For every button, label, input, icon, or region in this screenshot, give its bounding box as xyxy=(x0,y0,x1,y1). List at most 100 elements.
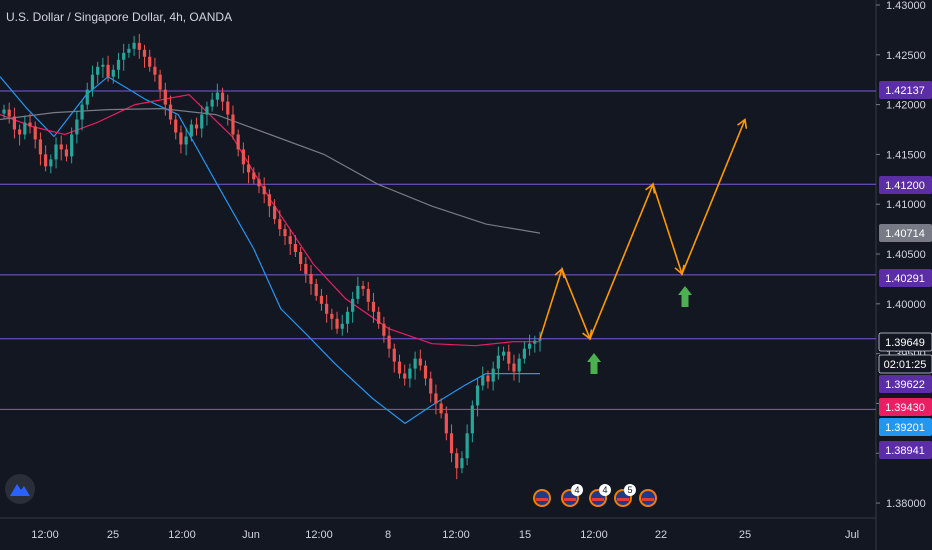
economic-event-icon[interactable] xyxy=(533,489,551,507)
candle-body xyxy=(371,301,376,312)
price-badge-label: 1.40714 xyxy=(885,228,925,240)
time-tick-label: Jun xyxy=(242,529,260,541)
candle-body xyxy=(288,236,292,245)
candle-body xyxy=(33,126,37,140)
candle-body xyxy=(293,244,298,253)
price-badge-bg xyxy=(879,441,932,459)
time-tick-label: 22 xyxy=(655,529,667,541)
candle-body xyxy=(241,149,245,165)
candle-body xyxy=(142,49,147,57)
economic-event-icon[interactable]: 4 xyxy=(561,484,583,507)
candle-body xyxy=(382,323,386,336)
candle-body xyxy=(491,368,495,382)
price-tick-label: 1.41500 xyxy=(886,149,926,161)
price-badge: 1.42137 xyxy=(879,81,932,99)
price-badge-label: 1.41200 xyxy=(885,180,925,192)
price-badge-label: 1.39622 xyxy=(885,379,925,391)
price-badge-label: 1.39430 xyxy=(885,402,925,414)
time-tick-label: 12:00 xyxy=(305,529,333,541)
candle-body xyxy=(460,458,464,469)
candle-body xyxy=(304,263,308,274)
economic-event-icon[interactable]: 4 xyxy=(589,484,611,507)
candle-body xyxy=(330,313,334,319)
projection-arrowhead xyxy=(582,329,593,341)
price-badge: 02:01:25 xyxy=(878,354,932,374)
time-tick-label: Jul xyxy=(845,529,859,541)
candle-body xyxy=(496,355,500,369)
event-flag-stripe xyxy=(536,498,548,501)
price-tick-label: 1.43000 xyxy=(886,0,926,12)
event-count-badge xyxy=(624,484,636,496)
candle-body xyxy=(299,252,303,264)
candle-body xyxy=(444,413,448,434)
candle-body xyxy=(122,52,126,60)
candle-body xyxy=(226,101,230,115)
economic-event-icon[interactable]: 5 xyxy=(614,484,636,507)
price-badge: 1.39622 xyxy=(879,375,932,393)
price-tick-label: 1.42500 xyxy=(886,50,926,62)
moving-average-slow xyxy=(0,107,541,234)
price-badge: 1.39430 xyxy=(879,398,932,416)
price-badge: 1.40291 xyxy=(879,269,932,287)
price-badge-label: 1.42137 xyxy=(885,85,925,97)
candle-body xyxy=(75,119,79,135)
candle-body xyxy=(184,136,188,145)
price-badge-label: 02:01:25 xyxy=(884,359,927,371)
price-badge-label: 1.38941 xyxy=(885,445,925,457)
candle-body xyxy=(210,99,214,107)
candle-body xyxy=(2,109,6,114)
candle-body xyxy=(153,66,157,75)
candle-body xyxy=(481,375,485,386)
moving-average-mid xyxy=(0,93,540,347)
candle-body xyxy=(90,74,95,90)
candle-body xyxy=(116,59,121,70)
candle-body xyxy=(429,378,433,394)
candle-body xyxy=(231,114,235,135)
candle-body xyxy=(168,104,173,120)
event-flag-stripe xyxy=(617,498,629,501)
candle-body xyxy=(236,134,240,150)
up-arrow-icon xyxy=(678,286,692,307)
price-badge-bg xyxy=(879,269,932,287)
price-badge-bg xyxy=(879,224,932,242)
candle-body xyxy=(278,219,282,230)
candle-body xyxy=(23,122,27,135)
candle-body xyxy=(439,403,443,414)
price-badge: 1.41200 xyxy=(879,176,932,194)
candle-body xyxy=(44,154,48,167)
candle-body xyxy=(273,206,277,220)
candle-body xyxy=(12,116,17,130)
event-flag-stripe xyxy=(592,498,604,501)
event-count: 4 xyxy=(602,485,607,495)
candle-body xyxy=(351,298,355,312)
projection-path xyxy=(539,119,746,341)
candle-body xyxy=(200,114,204,129)
candle-body xyxy=(49,159,53,167)
candle-body xyxy=(319,295,324,304)
candle-body xyxy=(475,385,480,406)
candle-body xyxy=(413,358,417,369)
candle-body xyxy=(59,144,63,150)
candle-body xyxy=(194,124,199,129)
economic-event-icon[interactable] xyxy=(639,489,657,507)
candle-body xyxy=(408,368,412,379)
candle-body xyxy=(314,283,318,296)
candle-body xyxy=(366,288,370,302)
projection-arrowhead xyxy=(674,264,685,276)
candle-body xyxy=(345,311,350,324)
candle-body xyxy=(486,375,490,382)
time-tick-label: 12:00 xyxy=(580,529,608,541)
candle-body xyxy=(189,124,193,137)
candle-body xyxy=(246,164,251,173)
time-tick-label: 25 xyxy=(107,529,119,541)
candle-body xyxy=(335,318,339,329)
candle-body xyxy=(262,186,266,195)
candle-body xyxy=(111,69,115,77)
price-badge-bg xyxy=(879,176,932,194)
candle-body xyxy=(54,144,58,160)
event-flag-stripe xyxy=(564,498,576,501)
candle-body xyxy=(7,109,11,117)
candle-body xyxy=(392,348,396,362)
price-badge: 1.39201 xyxy=(879,418,932,436)
